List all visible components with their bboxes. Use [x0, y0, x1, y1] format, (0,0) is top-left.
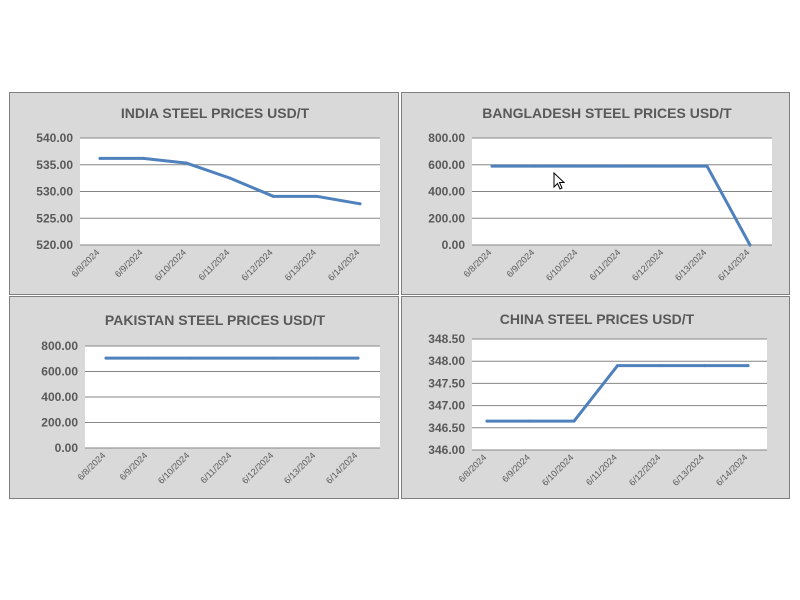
pakistan-y-tick-label: 0.00: [55, 441, 79, 455]
pakistan-x-tick-label: 6/12/2024: [240, 450, 275, 485]
bangladesh-y-tick-label: 400.00: [428, 185, 465, 199]
pakistan-data-point: [314, 356, 318, 360]
pakistan-y-tick-label: 800.00: [41, 339, 78, 353]
china-data-point: [572, 419, 576, 423]
china-data-point: [703, 364, 706, 368]
pakistan-x-tick-label: 6/14/2024: [324, 450, 359, 485]
india-x-tick-label: 6/11/2024: [197, 247, 232, 282]
india-data-point: [185, 161, 189, 165]
pakistan-y-tick-label: 400.00: [41, 390, 78, 404]
china-x-tick-label: 6/14/2024: [714, 452, 749, 487]
india-x-tick-label: 6/12/2024: [239, 247, 274, 282]
pakistan-data-point: [230, 356, 234, 360]
pakistan-chart-panel: PAKISTAN STEEL PRICES USD/T 0.00 200.00 400…: [9, 296, 399, 499]
pakistan-y-tick-label: 600.00: [41, 365, 78, 379]
china-chart-title: CHINA STEEL PRICES USD/T: [500, 311, 695, 327]
india-chart-title: INDIA STEEL PRICES USD/T: [121, 105, 310, 121]
bangladesh-x-tick-label: 6/8/2024: [462, 247, 494, 279]
bangladesh-chart-panel: BANGLADESH STEEL PRICES USD/T 0.00 200.00 4…: [401, 92, 790, 295]
china-data-point: [529, 419, 532, 423]
pakistan-x-tick-label: 6/9/2024: [118, 450, 150, 482]
bangladesh-data-point: [533, 164, 537, 168]
china-x-tick-label: 6/9/2024: [500, 452, 532, 484]
pakistan-data-point: [104, 356, 108, 360]
bangladesh-data-point: [576, 164, 580, 168]
bangladesh-x-tick-label: 6/10/2024: [544, 247, 579, 282]
pakistan-x-tick-label: 6/10/2024: [156, 450, 191, 485]
india-y-tick-label: 525.00: [36, 211, 73, 225]
india-x-tick-label: 6/8/2024: [70, 247, 102, 279]
bangladesh-y-tick-label: 800.00: [428, 131, 465, 145]
india-y-tick-label: 540.00: [36, 131, 73, 145]
india-chart-svg: INDIA STEEL PRICES USD/T 520.00 525.00 530.…: [36, 105, 380, 283]
pakistan-x-tick-label: 6/8/2024: [76, 450, 108, 482]
china-plot-area: [472, 339, 767, 450]
bangladesh-y-tick-label: 200.00: [428, 211, 465, 225]
bangladesh-y-tick-label: 600.00: [428, 158, 465, 172]
bangladesh-data-point: [705, 164, 709, 168]
bangladesh-data-point: [748, 243, 752, 247]
india-x-tick-label: 6/10/2024: [153, 247, 188, 282]
china-data-point: [746, 364, 750, 368]
bangladesh-x-tick-label: 6/11/2024: [588, 247, 623, 282]
bangladesh-x-tick-label: 6/14/2024: [716, 247, 751, 282]
china-chart-panel: CHINA STEEL PRICES USD/T 346.00 346.50 347.…: [401, 296, 790, 499]
pakistan-chart-title: PAKISTAN STEEL PRICES USD/T: [105, 312, 326, 328]
bangladesh-data-point: [619, 164, 623, 168]
pakistan-x-tick-label: 6/11/2024: [199, 450, 234, 485]
bangladesh-x-tick-label: 6/13/2024: [673, 247, 708, 282]
mouse-cursor-icon: [553, 172, 566, 190]
china-y-tick-label: 348.50: [428, 332, 465, 346]
china-x-tick-label: 6/10/2024: [540, 452, 575, 487]
bangladesh-chart-title: BANGLADESH STEEL PRICES USD/T: [482, 105, 732, 121]
bangladesh-x-tick-label: 6/9/2024: [505, 247, 537, 279]
india-data-point: [315, 194, 319, 198]
india-x-tick-label: 6/13/2024: [283, 247, 318, 282]
china-data-point: [616, 364, 619, 368]
pakistan-y-tick-label: 200.00: [41, 416, 78, 430]
india-chart-panel: INDIA STEEL PRICES USD/T 520.00 525.00 530.…: [9, 92, 399, 295]
india-y-tick-label: 530.00: [36, 185, 73, 199]
pakistan-chart-svg: PAKISTAN STEEL PRICES USD/T 0.00 200.00 400…: [41, 312, 380, 486]
china-y-tick-label: 347.00: [428, 399, 465, 413]
bangladesh-y-tick-label: 0.00: [442, 238, 466, 252]
china-y-tick-label: 347.50: [428, 376, 465, 390]
china-x-tick-label: 6/13/2024: [671, 452, 706, 487]
china-x-tick-label: 6/11/2024: [584, 452, 619, 487]
india-y-tick-label: 535.00: [36, 158, 73, 172]
pakistan-data-point: [272, 356, 276, 360]
pakistan-data-point: [356, 356, 360, 360]
india-data-point: [98, 156, 102, 160]
india-x-tick-label: 6/14/2024: [326, 247, 361, 282]
bangladesh-x-tick-label: 6/12/2024: [630, 247, 665, 282]
pakistan-data-point: [188, 356, 192, 360]
india-data-point: [271, 194, 275, 198]
india-y-tick-label: 520.00: [36, 238, 73, 252]
china-data-point: [485, 419, 489, 423]
bangladesh-chart-svg: BANGLADESH STEEL PRICES USD/T 0.00 200.00 4…: [428, 105, 772, 283]
india-data-point: [358, 202, 362, 206]
india-x-tick-label: 6/9/2024: [113, 247, 145, 279]
bangladesh-data-point: [490, 164, 494, 168]
pakistan-data-point: [146, 356, 150, 360]
india-data-point: [228, 176, 232, 180]
india-data-point: [141, 156, 145, 160]
china-y-tick-label: 346.00: [428, 443, 465, 457]
china-x-tick-label: 6/8/2024: [457, 452, 489, 484]
pakistan-x-tick-label: 6/13/2024: [282, 450, 317, 485]
china-chart-svg: CHINA STEEL PRICES USD/T 346.00 346.50 347.…: [428, 311, 767, 488]
bangladesh-data-point: [662, 164, 666, 168]
china-x-tick-label: 6/12/2024: [627, 452, 662, 487]
china-y-tick-label: 346.50: [428, 421, 465, 435]
china-y-tick-label: 348.00: [428, 354, 465, 368]
china-data-point: [659, 364, 663, 368]
